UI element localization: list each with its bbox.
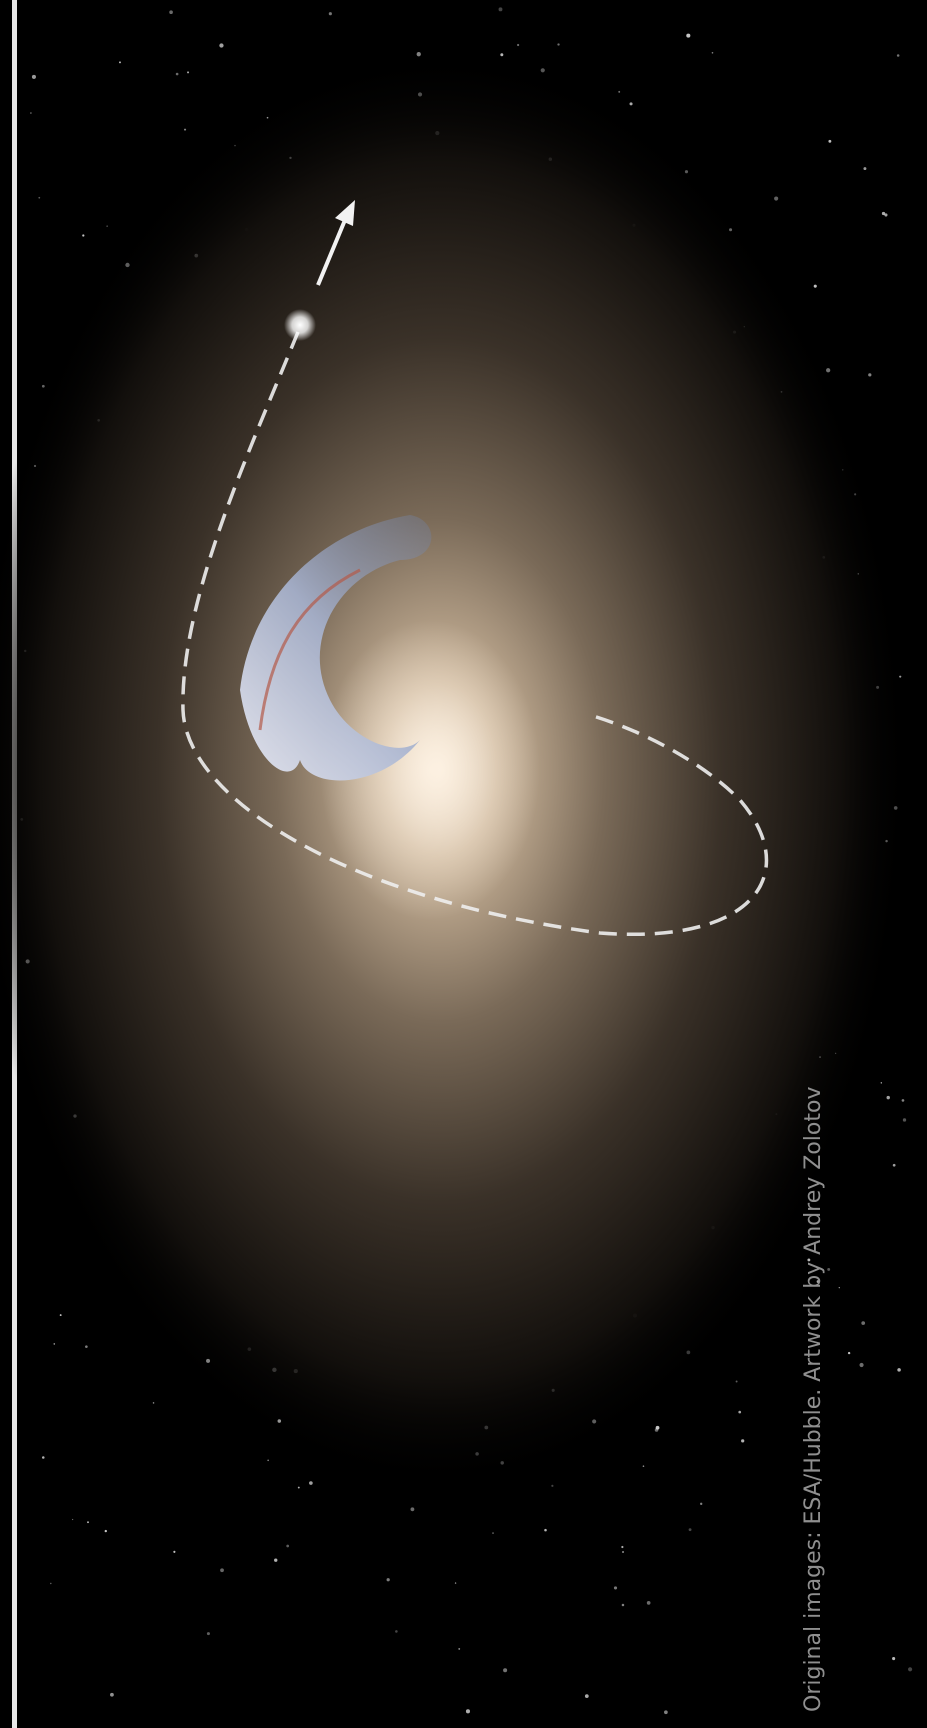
star <box>220 1568 224 1573</box>
star <box>688 1528 692 1532</box>
star <box>629 102 633 106</box>
star <box>642 1465 645 1467</box>
star <box>309 1481 313 1485</box>
star <box>621 1603 625 1607</box>
star <box>465 1709 471 1714</box>
star <box>886 1095 890 1100</box>
star <box>85 1345 88 1348</box>
star <box>410 1507 415 1512</box>
star <box>735 1380 738 1383</box>
star <box>664 1710 668 1715</box>
star <box>328 12 332 16</box>
star <box>53 1343 56 1345</box>
star <box>458 1647 461 1650</box>
star <box>184 128 187 131</box>
star <box>828 139 832 143</box>
star <box>42 1456 45 1459</box>
star <box>847 1351 851 1355</box>
dust-lane <box>258 568 361 731</box>
star <box>655 1425 660 1430</box>
star <box>700 1502 703 1506</box>
star <box>50 1582 52 1585</box>
star <box>884 213 888 217</box>
star <box>267 1459 269 1462</box>
star <box>492 1532 494 1535</box>
star <box>711 51 714 54</box>
star <box>881 211 886 216</box>
star <box>807 1258 811 1262</box>
satellite <box>284 309 316 341</box>
star <box>863 167 867 171</box>
credit: Original images: ESA/Hubble. Artwork by … <box>801 1087 826 1712</box>
star <box>38 196 41 199</box>
star <box>892 1657 896 1661</box>
star <box>827 1268 831 1271</box>
star <box>551 1484 554 1487</box>
star <box>838 1287 840 1289</box>
star <box>119 61 121 64</box>
star <box>31 74 36 79</box>
star <box>503 1668 508 1673</box>
star <box>454 1582 457 1584</box>
star <box>106 225 108 227</box>
star <box>500 53 504 57</box>
star <box>621 1545 624 1549</box>
star <box>902 1118 907 1122</box>
star <box>738 1410 742 1414</box>
galaxy-core <box>320 620 540 920</box>
star <box>87 1521 89 1524</box>
star <box>613 1586 618 1590</box>
star <box>618 90 621 93</box>
star <box>901 1099 905 1102</box>
star <box>206 1632 210 1636</box>
star <box>274 1558 278 1562</box>
star <box>892 1163 896 1167</box>
star <box>72 1518 74 1521</box>
star <box>584 1694 589 1699</box>
spiral-galaxy <box>240 515 432 781</box>
star <box>741 1439 745 1443</box>
star <box>286 1544 290 1548</box>
star <box>297 1486 300 1489</box>
star <box>686 33 691 38</box>
star <box>110 1692 114 1697</box>
star <box>175 72 179 76</box>
star <box>59 1314 62 1317</box>
star <box>187 71 190 74</box>
star <box>30 112 32 114</box>
star <box>813 284 817 288</box>
star <box>622 1550 625 1553</box>
star <box>169 10 173 15</box>
star <box>152 1402 155 1404</box>
star <box>861 1321 866 1325</box>
star <box>544 1528 547 1532</box>
star <box>897 1368 901 1372</box>
star <box>816 1280 820 1284</box>
star <box>908 1667 913 1672</box>
star <box>498 7 503 12</box>
star <box>646 1601 651 1605</box>
star <box>859 1362 864 1368</box>
arrow-head <box>335 200 355 226</box>
star <box>104 1529 107 1533</box>
star <box>557 43 560 46</box>
star <box>516 43 520 47</box>
star <box>880 1082 883 1084</box>
star <box>82 234 85 237</box>
star <box>868 373 872 377</box>
orbit-path <box>181 331 769 936</box>
star <box>896 54 900 57</box>
star <box>774 196 779 201</box>
arrow-shaft <box>316 219 347 286</box>
star <box>173 1550 176 1553</box>
star <box>386 1578 390 1582</box>
star <box>219 43 224 48</box>
star <box>395 1630 398 1633</box>
